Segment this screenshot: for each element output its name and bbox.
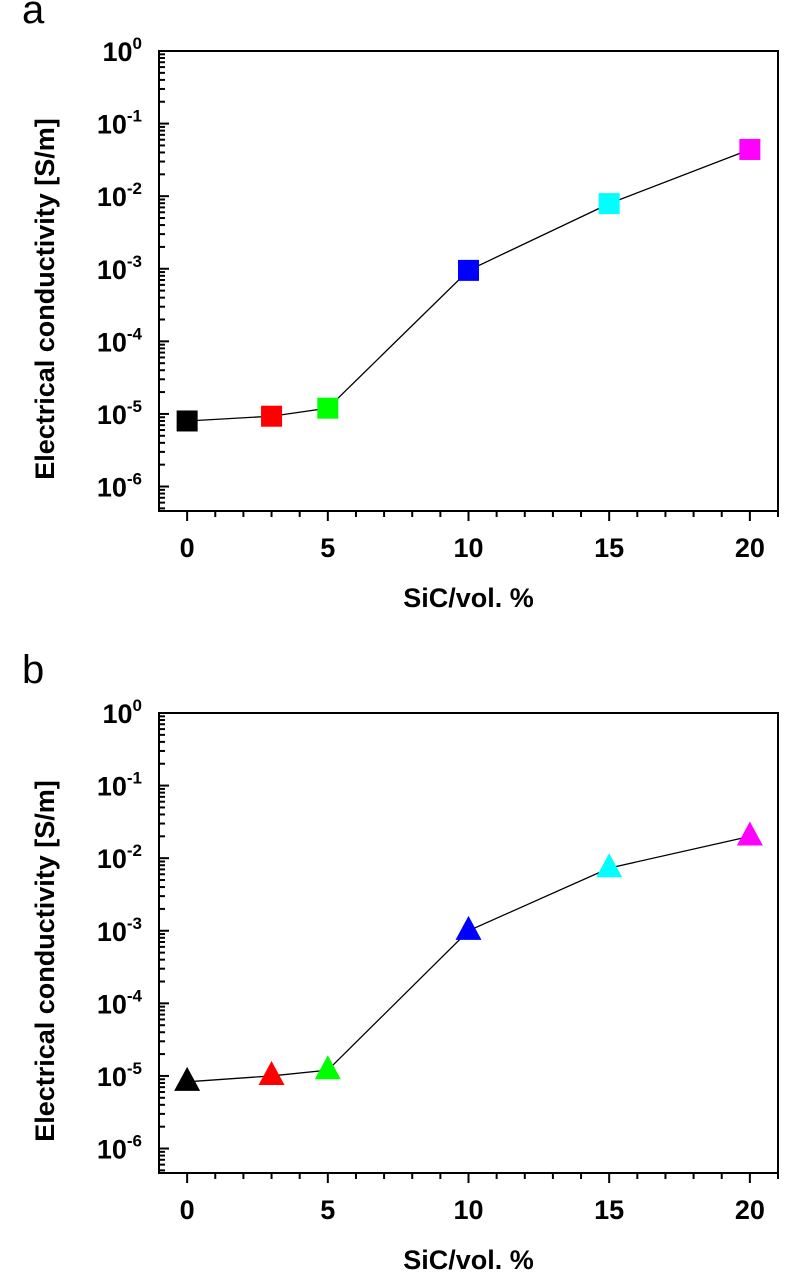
- y-tick-base: 10: [97, 989, 127, 1019]
- y-tick-base: 10: [97, 1062, 127, 1092]
- y-tick-exponent: -3: [127, 914, 142, 933]
- y-tick-exponent: 0: [133, 696, 142, 715]
- data-point-square: [739, 138, 761, 160]
- y-tick-label: 10-3: [97, 252, 142, 285]
- data-point-triangle: [455, 915, 482, 940]
- y-tick-exponent: -6: [127, 470, 142, 489]
- y-tick-exponent: -2: [127, 841, 142, 860]
- data-point-triangle: [174, 1066, 201, 1091]
- y-tick-base: 10: [102, 37, 132, 67]
- y-tick-exponent: -4: [127, 324, 143, 343]
- x-tick-label: 20: [735, 1195, 765, 1225]
- x-tick-label: 5: [320, 1195, 335, 1225]
- x-tick-label: 0: [180, 1195, 195, 1225]
- y-tick-exponent: -1: [127, 107, 142, 126]
- data-point-square: [261, 405, 283, 427]
- y-tick-base: 10: [97, 182, 127, 212]
- y-tick-base: 10: [97, 327, 127, 357]
- series-line: [187, 148, 751, 422]
- x-tick-label: 20: [735, 533, 765, 563]
- data-point-triangle: [596, 853, 623, 878]
- y-tick-exponent: 0: [133, 34, 142, 53]
- y-tick-label: 100: [102, 34, 142, 67]
- y-tick-exponent: -3: [127, 252, 142, 271]
- y-tick-base: 10: [97, 917, 127, 947]
- y-tick-label: 10-1: [97, 769, 142, 802]
- panel-label-a: a: [22, 0, 45, 32]
- y-tick-base: 10: [97, 255, 127, 285]
- x-tick-label: 15: [594, 1195, 624, 1225]
- x-tick-label: 10: [453, 533, 483, 563]
- y-tick-base: 10: [97, 473, 127, 503]
- y-tick-label: 10-2: [97, 841, 142, 874]
- y-tick-label: 10-3: [97, 914, 142, 947]
- data-point-square: [458, 259, 479, 281]
- x-axis-label: SiC/vol. %: [403, 1245, 534, 1275]
- y-tick-label: 10-6: [97, 1132, 142, 1165]
- y-tick-label: 10-1: [97, 107, 142, 140]
- x-tick-label: 5: [320, 533, 335, 563]
- y-tick-label: 10-5: [97, 1059, 142, 1092]
- y-tick-label: 10-5: [97, 397, 142, 430]
- y-tick-exponent: -5: [127, 1059, 142, 1078]
- y-tick-base: 10: [97, 110, 127, 140]
- y-tick-exponent: -1: [127, 769, 142, 788]
- y-tick-base: 10: [97, 772, 127, 802]
- series-line: [187, 835, 751, 1083]
- x-tick-label: 0: [180, 533, 195, 563]
- y-tick-exponent: -4: [127, 986, 143, 1005]
- data-point-square: [176, 410, 198, 432]
- y-tick-base: 10: [102, 699, 132, 729]
- x-tick-label: 15: [594, 533, 624, 563]
- y-axis-label: Electrical conductivity [S/m]: [30, 118, 60, 480]
- y-tick-base: 10: [97, 1135, 127, 1165]
- y-tick-base: 10: [97, 400, 127, 430]
- data-point-square: [317, 397, 339, 419]
- y-tick-exponent: -6: [127, 1132, 142, 1151]
- x-tick-label: 10: [453, 1195, 483, 1225]
- data-point-square: [598, 193, 620, 215]
- y-tick-exponent: -2: [127, 179, 142, 198]
- data-point-triangle: [258, 1061, 285, 1086]
- y-tick-label: 100: [102, 696, 142, 729]
- y-tick-base: 10: [97, 844, 127, 874]
- plot-frame: [158, 712, 779, 1174]
- y-tick-label: 10-4: [97, 986, 143, 1019]
- data-point-triangle: [736, 821, 763, 846]
- y-tick-label: 10-6: [97, 470, 142, 503]
- x-axis-label: SiC/vol. %: [403, 583, 534, 613]
- plot-frame: [158, 50, 779, 512]
- panel-label-b: b: [22, 648, 45, 692]
- y-tick-label: 10-2: [97, 179, 142, 212]
- data-point-triangle: [314, 1055, 341, 1080]
- y-tick-exponent: -5: [127, 397, 142, 416]
- y-tick-label: 10-4: [97, 324, 143, 357]
- y-axis-label: Electrical conductivity [S/m]: [30, 780, 60, 1142]
